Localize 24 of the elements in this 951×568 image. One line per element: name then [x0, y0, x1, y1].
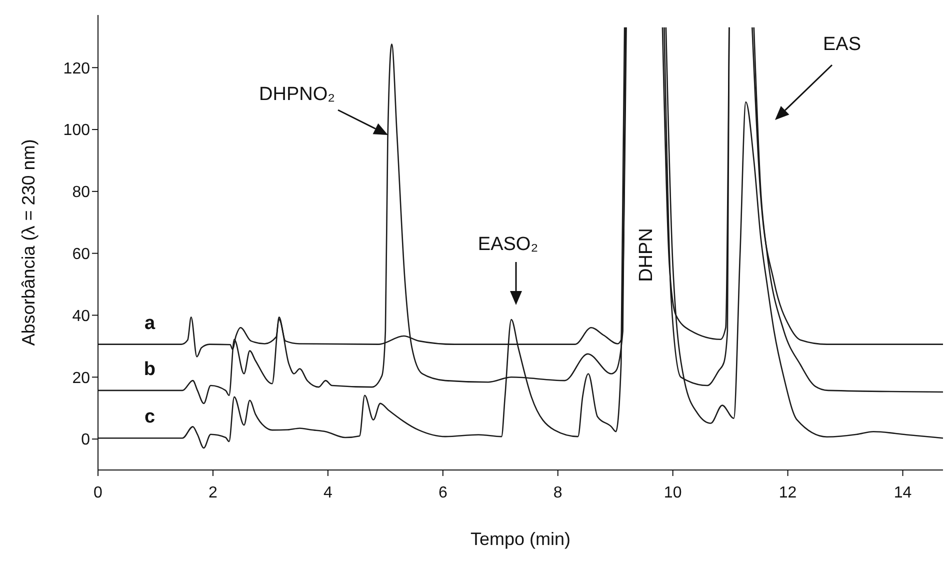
annotation: EASO₂: [478, 234, 538, 256]
y-tick-label: 20: [72, 370, 90, 387]
annotation: DHPN: [636, 228, 658, 282]
series-label: c: [144, 406, 156, 428]
x-tick-label: 0: [94, 484, 103, 502]
y-tick-label: 120: [63, 60, 90, 78]
x-tick-label: 6: [438, 484, 448, 502]
annotation: DHPNO₂: [259, 84, 335, 106]
y-tick-label: 60: [72, 246, 90, 264]
y-tick-label: 0: [81, 432, 90, 449]
x-tick-label: 10: [664, 484, 682, 502]
x-tick-label: 12: [778, 484, 797, 502]
y-tick-label: 80: [72, 184, 90, 202]
y-axis-title: Absorbância (λ = 230 nm): [18, 139, 38, 346]
y-tick-label: 100: [63, 122, 90, 140]
series-label: b: [144, 358, 156, 380]
x-tick-label: 2: [208, 484, 218, 502]
x-axis-title: Tempo (min): [470, 529, 571, 549]
x-tick-label: 14: [894, 484, 912, 502]
annotation: EAS: [822, 34, 862, 56]
series-label: a: [144, 312, 156, 334]
x-tick-label: 8: [553, 484, 562, 502]
y-tick-label: 40: [72, 308, 90, 325]
x-tick-label: 4: [323, 484, 332, 502]
